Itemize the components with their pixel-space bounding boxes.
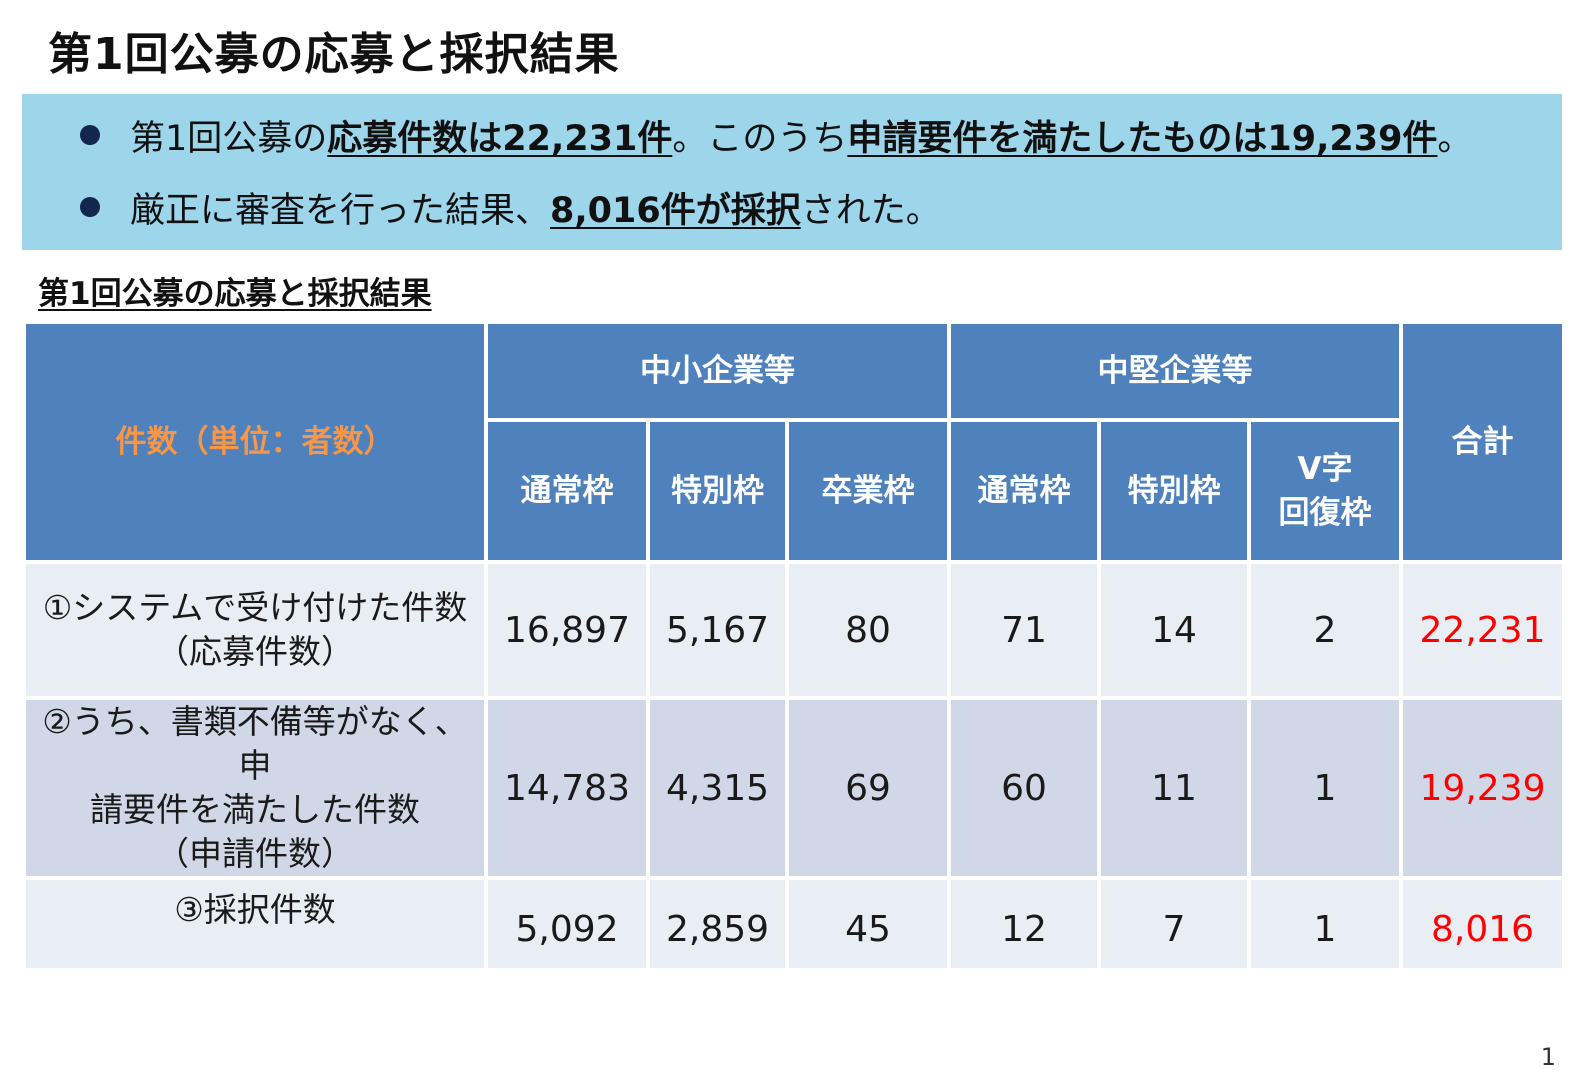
summary-text: 厳正に審査を行った結果、	[130, 190, 551, 231]
table-cell: 5,167	[646, 560, 789, 700]
summary-text: 。	[1437, 118, 1473, 159]
table-row: ③採択件数 5,092 2,859 45 12 7 1 8,016	[22, 876, 1566, 972]
table-cell: 71	[947, 560, 1101, 700]
table-cell: 69	[785, 696, 951, 880]
total-cell: 22,231	[1399, 560, 1566, 700]
summary-box: 第1回公募の 応募件数は22,231件 。このうち 申請要件を満たしたものは19,23…	[22, 94, 1562, 250]
table-row: ①システムで受け付けた件数 （応募件数） 16,897 5,167 80 71 …	[22, 560, 1566, 700]
row-label: ①システムで受け付けた件数 （応募件数）	[22, 560, 488, 700]
table-cell: 80	[785, 560, 951, 700]
page-title: 第1回公募の応募と採択結果	[48, 29, 620, 80]
table-cell: 45	[785, 876, 951, 972]
total-cell: 8,016	[1399, 876, 1566, 972]
table-cell: 14	[1097, 560, 1251, 700]
row-label: ②うち、書類不備等がなく、申 請要件を満たした件数 （申請件数）	[22, 696, 488, 880]
summary-line-adoptions: 厳正に審査を行った結果、 8,016件が採択 された。	[80, 184, 941, 231]
total-cell: 19,239	[1399, 696, 1566, 880]
table-cell: 60	[947, 696, 1101, 880]
summary-text: 。このうち	[672, 118, 848, 159]
table-cell: 1	[1247, 696, 1403, 880]
table-cell: 5,092	[484, 876, 650, 972]
table-cell: 7	[1097, 876, 1251, 972]
group-header-midsize: 中堅企業等	[947, 320, 1403, 422]
summary-highlight: 8,016件が採択	[550, 190, 801, 231]
column-header: 通常枠	[947, 418, 1101, 564]
table-cell: 14,783	[484, 696, 650, 880]
summary-text: された。	[800, 190, 941, 231]
summary-highlight: 申請要件を満たしたものは19,239件	[847, 118, 1438, 159]
row-label: ③採択件数	[22, 876, 488, 972]
slide-number: 1	[1540, 1043, 1556, 1071]
column-header: V字 回復枠	[1247, 418, 1403, 564]
total-header: 合計	[1399, 320, 1566, 564]
table-cell: 12	[947, 876, 1101, 972]
column-header: 卒業枠	[785, 418, 951, 564]
table-cell: 11	[1097, 696, 1251, 880]
column-header: 特別枠	[646, 418, 789, 564]
table-cell: 1	[1247, 876, 1403, 972]
column-header: 通常枠	[484, 418, 650, 564]
column-header: 特別枠	[1097, 418, 1251, 564]
stub-header: 件数（単位：者数）	[22, 320, 488, 564]
table-cell: 4,315	[646, 696, 789, 880]
table-row: ②うち、書類不備等がなく、申 請要件を満たした件数 （申請件数） 14,783 …	[22, 696, 1566, 880]
section-title: 第1回公募の応募と採択結果	[38, 276, 432, 312]
table-cell: 16,897	[484, 560, 650, 700]
summary-text: 第1回公募の	[130, 118, 328, 159]
results-table: 件数（単位：者数） 中小企業等 中堅企業等 合計 通常枠 特別枠 卒業枠 通常枠…	[22, 320, 1566, 972]
bullet-icon	[80, 125, 100, 145]
summary-line-applications: 第1回公募の 応募件数は22,231件 。このうち 申請要件を満たしたものは19,23…	[80, 112, 1473, 159]
summary-highlight: 応募件数は22,231件	[327, 118, 673, 159]
bullet-icon	[80, 197, 100, 217]
table-cell: 2	[1247, 560, 1403, 700]
group-header-sme: 中小企業等	[484, 320, 951, 422]
table-cell: 2,859	[646, 876, 789, 972]
